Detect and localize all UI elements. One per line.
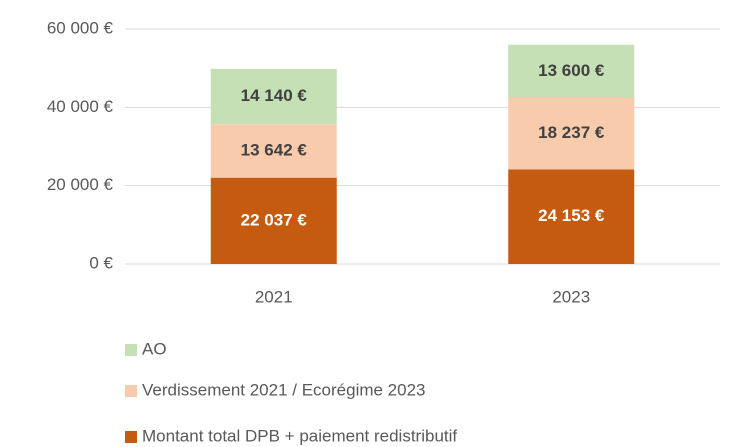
y-tick-label: 60 000 € [47,18,114,37]
legend-swatch [125,431,137,443]
bar-segment [508,169,635,264]
y-tick-label: 20 000 € [47,175,114,194]
y-tick-label: 0 € [89,253,113,272]
bar-segment [210,177,337,264]
legend-label: Montant total DPB + paiement redistribut… [142,426,457,445]
data-label: 24 153 € [538,206,605,225]
x-tick-label: 2023 [552,287,590,306]
legend-label: Verdissement 2021 / Ecorégime 2023 [142,380,426,399]
bar-segment [508,44,635,98]
data-label: 22 037 € [241,210,308,229]
data-label: 18 237 € [538,123,605,142]
legend-label: AO [142,339,167,358]
bar-segment [508,97,635,170]
legend-swatch [125,344,137,356]
data-label: 13 600 € [538,61,605,80]
bar-segment [210,124,337,178]
legend-swatch [125,385,137,397]
data-label: 14 140 € [241,86,308,105]
bar-segment [210,68,337,125]
y-tick-label: 40 000 € [47,97,114,116]
data-label: 13 642 € [241,140,308,159]
x-tick-label: 2021 [255,287,293,306]
